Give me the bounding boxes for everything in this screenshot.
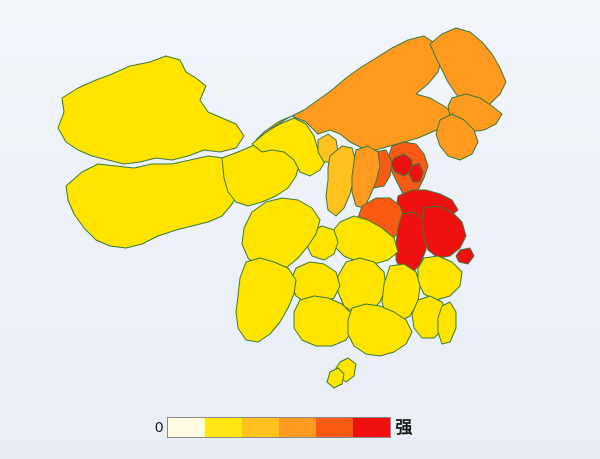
legend-gradient-bar xyxy=(167,416,392,438)
region-sichuan[interactable] xyxy=(241,197,321,273)
region-hainan[interactable] xyxy=(326,367,345,389)
region-shaanxi[interactable] xyxy=(325,145,357,217)
legend-min-label: 0 xyxy=(155,418,164,436)
legend-swatch-3 xyxy=(279,417,317,437)
legend-swatch-0 xyxy=(168,417,206,437)
map-regions xyxy=(57,27,507,389)
legend-swatch-4 xyxy=(316,417,354,437)
region-tianjin[interactable] xyxy=(408,162,424,183)
region-gansu[interactable] xyxy=(251,117,327,177)
region-shanxi[interactable] xyxy=(351,145,381,209)
legend-swatch-2 xyxy=(242,417,280,437)
region-jiangxi[interactable] xyxy=(381,263,421,323)
region-shanghai[interactable] xyxy=(455,247,475,265)
region-liaoning[interactable] xyxy=(435,113,479,161)
legend-swatch-5 xyxy=(353,417,391,437)
region-guangdong[interactable] xyxy=(347,303,413,357)
region-xinjiang[interactable] xyxy=(57,55,245,165)
region-heilongjiang[interactable] xyxy=(429,27,507,111)
region-taiwan[interactable] xyxy=(437,301,457,345)
region-inner-mongolia[interactable] xyxy=(255,35,457,151)
region-zhejiang[interactable] xyxy=(417,255,463,301)
legend-max-label: 强 xyxy=(395,417,413,437)
legend-swatch-1 xyxy=(205,417,243,437)
region-yunnan[interactable] xyxy=(235,257,297,343)
region-jiangsu[interactable] xyxy=(421,205,467,259)
region-guangxi[interactable] xyxy=(293,295,355,347)
region-tibet[interactable] xyxy=(65,155,247,249)
color-scale-legend: 0 强 xyxy=(155,414,412,440)
region-beijing[interactable] xyxy=(390,153,413,177)
